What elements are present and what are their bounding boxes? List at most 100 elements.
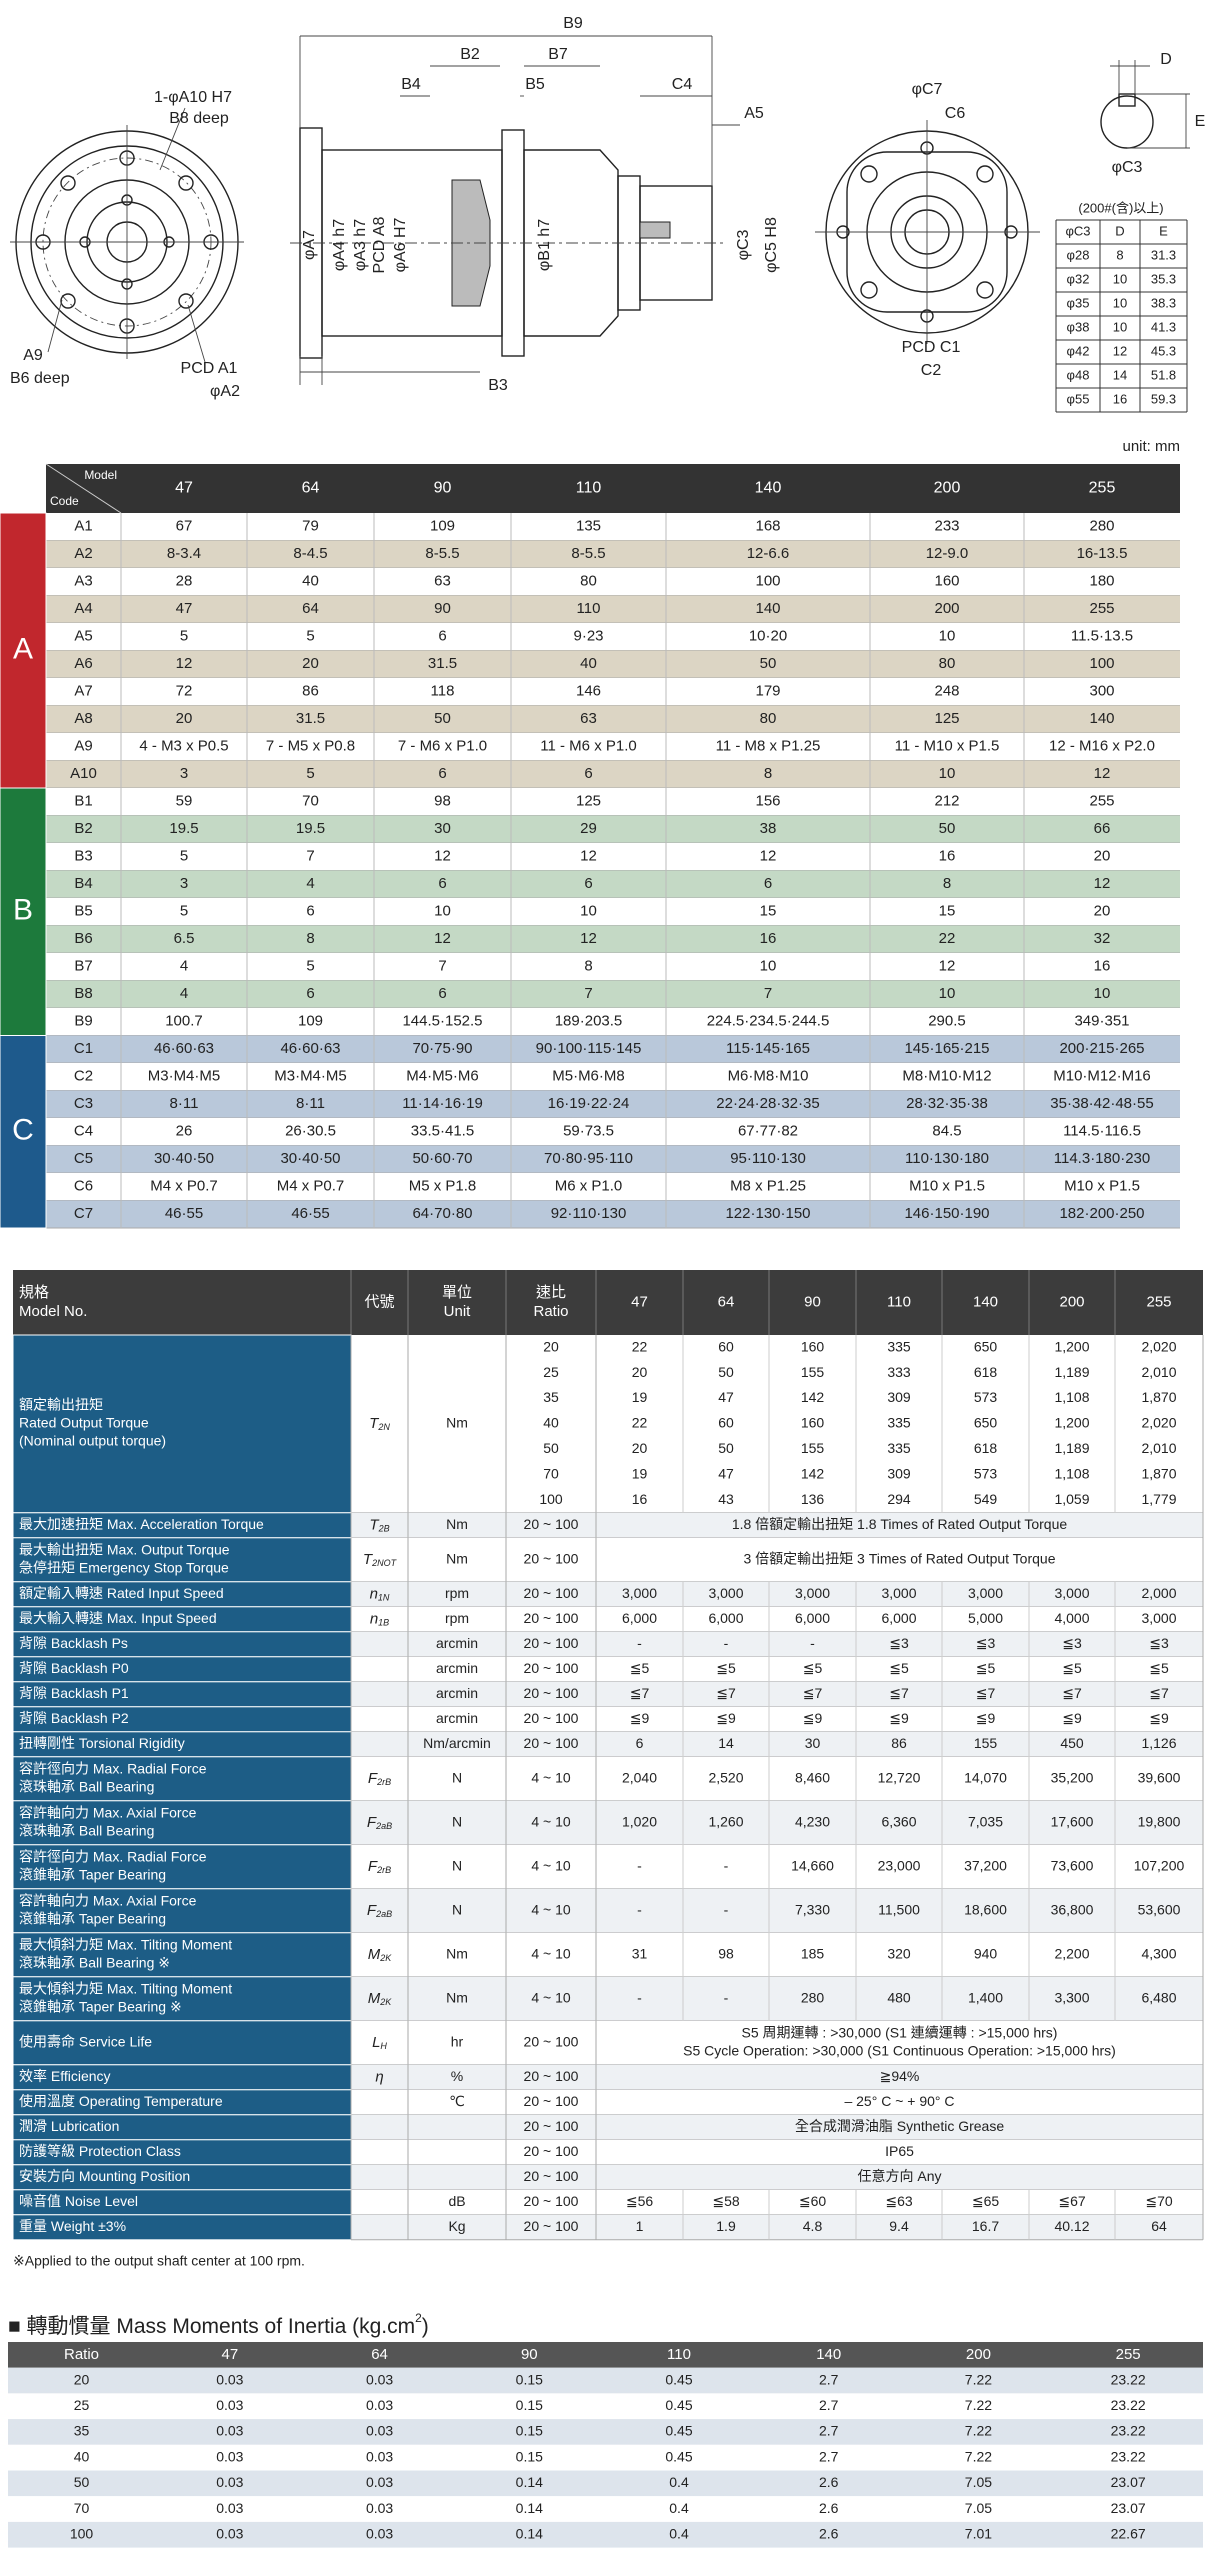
- dimension-value: 12: [1094, 765, 1111, 782]
- dimension-label: A9: [23, 347, 43, 364]
- unit-cell: Nm/arcmin: [423, 1735, 491, 1751]
- unit-cell: Nm: [446, 1415, 468, 1431]
- spec-value: 47: [718, 1389, 734, 1405]
- model-header: 140: [755, 480, 782, 497]
- dimension-value: 22·24·28·32·35: [716, 1095, 819, 1112]
- spec-value: ≦70: [1145, 2193, 1173, 2209]
- dimension-value: 12-9.0: [926, 545, 969, 562]
- spec-value: 47: [718, 1465, 734, 1481]
- label-bg: [12, 2020, 352, 2066]
- row-bg: [351, 1731, 1203, 1757]
- symbol-sub: 2aB: [375, 1909, 392, 1919]
- ratio-cell: 20 ~ 100: [524, 1710, 579, 1726]
- section-title: ■ 轉動慣量 Mass Moments of Inertia (kg.cm2): [8, 2311, 429, 2337]
- symbol-sub: 2NOT: [371, 1558, 398, 1568]
- row-code: C5: [74, 1150, 93, 1167]
- spec-value: 36,800: [1051, 1902, 1094, 1918]
- ratio-cell: 20 ~ 100: [524, 1735, 579, 1751]
- spec-label: 容許軸向力 Max. Axial Force: [19, 1893, 197, 1909]
- dimension-value: 59·73.5: [563, 1123, 614, 1140]
- spec-label: 容許徑向力 Max. Radial Force: [19, 1761, 207, 1777]
- spec-value: 320: [887, 1946, 911, 1962]
- spec-span: 全合成潤滑油脂 Synthetic Grease: [795, 2118, 1004, 2134]
- spec-value: -: [637, 1635, 642, 1651]
- keyway-header: E: [1159, 223, 1168, 238]
- dimension-value: M4·M5·M6: [406, 1068, 479, 1085]
- symbol: n1B: [370, 1610, 389, 1627]
- dimension-value: 4: [180, 958, 188, 975]
- spec-span: 1.8 倍額定輸出扭矩 1.8 Times of Rated Output To…: [732, 1516, 1068, 1532]
- ratio-cell: 20 ~ 100: [524, 2193, 579, 2209]
- dimension-value: 233: [934, 518, 959, 535]
- spec-value: 11,500: [878, 1902, 920, 1918]
- inertia-value: 7.22: [965, 2423, 992, 2439]
- inertia-header: Ratio: [64, 2346, 99, 2363]
- dimension-value: 11 - M6 x P1.0: [540, 738, 636, 755]
- symbol-base: F: [367, 1814, 377, 1831]
- ratio-cell: 20 ~ 100: [524, 1516, 579, 1532]
- symbol-sub: 2rB: [376, 1865, 391, 1875]
- spec-value: 940: [974, 1946, 998, 1962]
- dimension-value: 8·11: [296, 1095, 325, 1112]
- dimension-value: 10·20: [749, 628, 787, 645]
- spec-header: Model No.: [19, 1303, 87, 1320]
- keyway-cell: 51.8: [1151, 367, 1176, 382]
- unit-cell: Nm: [446, 1516, 468, 1532]
- dimension-value: 70: [302, 793, 319, 810]
- dimension-value: 90: [434, 600, 451, 617]
- symbol-sub: 1N: [378, 1593, 390, 1603]
- spec-value: 37,200: [964, 1858, 1007, 1874]
- dimension-value: 100: [1089, 655, 1114, 672]
- dimension-value: 140: [755, 600, 780, 617]
- spec-value: 136: [801, 1491, 825, 1507]
- dimension-value: 8·11: [170, 1095, 199, 1112]
- dimension-value: 50·60·70: [412, 1150, 472, 1167]
- ratio-cell: 20 ~ 100: [524, 1635, 579, 1651]
- dimension-value: 8-5.5: [571, 545, 605, 562]
- dimension-value: 7: [764, 985, 772, 1002]
- dimension-value: 46·60·63: [154, 1040, 214, 1057]
- dimension-value: 12: [434, 848, 451, 865]
- row-bg: [351, 1537, 1203, 1582]
- row-bg: [46, 1173, 1180, 1201]
- spec-value: -: [724, 1990, 729, 2006]
- row-code: B5: [74, 903, 92, 920]
- dimension-value: 110: [577, 600, 601, 617]
- symbol-base: n: [370, 1585, 378, 1602]
- spec-value: ≦7: [716, 1685, 736, 1701]
- dimension-value: 5: [306, 765, 314, 782]
- dimension-value: 11.5·13.5: [1071, 628, 1133, 645]
- dimension-value: 67·77·82: [738, 1123, 798, 1140]
- ratio-cell: 20 ~ 100: [524, 1610, 579, 1626]
- spec-value: ≦7: [1062, 1685, 1082, 1701]
- symbol-sub: 2rB: [376, 1777, 391, 1787]
- spec-value: 185: [801, 1946, 825, 1962]
- dimension-value: 46·55: [165, 1205, 203, 1222]
- spec-value: 1,200: [1054, 1415, 1089, 1431]
- dimension-value: 80: [939, 655, 956, 672]
- label-bg: [12, 1581, 352, 1608]
- symbol-base: T: [369, 1516, 380, 1533]
- dimension-value: 29: [580, 820, 597, 837]
- spec-value: 1,020: [622, 1814, 657, 1830]
- spec-value: ≦5: [1149, 1660, 1169, 1676]
- dimension-label: E: [1195, 113, 1206, 130]
- symbol: F2aB: [367, 1814, 392, 1831]
- keyway-cell: 16: [1113, 391, 1127, 406]
- inertia-header: 110: [667, 2346, 691, 2363]
- group-bg: [0, 1035, 47, 1229]
- dimension-value: 16·19·22·24: [548, 1095, 630, 1112]
- corner-diagonal: [45, 463, 122, 514]
- spec-value: 3,000: [622, 1585, 657, 1601]
- corner-label: Code: [50, 494, 79, 508]
- dimension-value: 64: [302, 600, 319, 617]
- keyway-cell: φ35: [1067, 295, 1090, 310]
- dimension-value: M5·M6·M8: [552, 1068, 625, 1085]
- inertia-value: 23.22: [1111, 2397, 1146, 2413]
- inertia-value: 40: [74, 2448, 90, 2464]
- spec-value: ≦7: [889, 1685, 909, 1701]
- row-code: A7: [74, 683, 92, 700]
- dimension-value: 6: [438, 875, 446, 892]
- inertia-value: 23.22: [1111, 2371, 1146, 2387]
- dimension-value: 7 - M5 x P0.8: [266, 738, 355, 755]
